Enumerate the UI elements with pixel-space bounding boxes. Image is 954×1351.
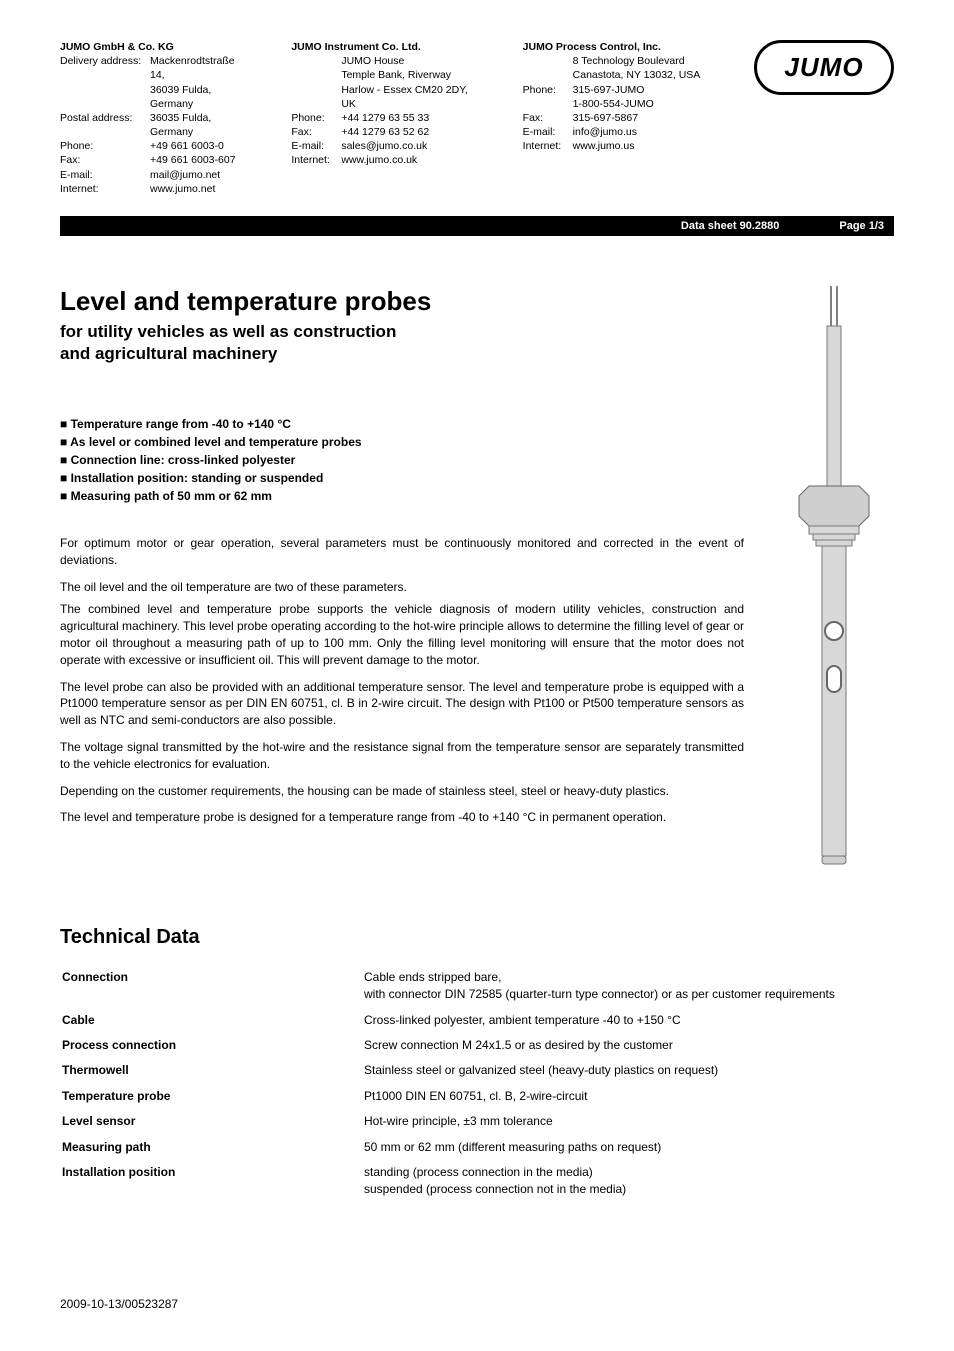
probe-illustration: [774, 286, 894, 866]
datasheet-number: Data sheet 90.2880: [681, 220, 779, 232]
feature-item: Temperature range from -40 to +140 °C: [60, 415, 744, 433]
company-block-uk: JUMO Instrument Co. Ltd. JUMO House Temp…: [291, 40, 482, 196]
paragraph: The level and temperature probe is desig…: [60, 809, 744, 826]
table-row: ConnectionCable ends stripped bare, with…: [62, 969, 892, 1010]
company-name: JUMO Process Control, Inc.: [523, 40, 714, 54]
technical-data-heading: Technical Data: [60, 926, 894, 949]
document-footer: 2009-10-13/00523287: [60, 1297, 178, 1311]
description-text: For optimum motor or gear operation, sev…: [60, 535, 744, 826]
table-row: Level sensorHot-wire principle, ±3 mm to…: [62, 1113, 892, 1136]
company-name: JUMO GmbH & Co. KG: [60, 40, 251, 54]
title-bar: Data sheet 90.2880 Page 1/3: [60, 216, 894, 236]
table-row: Measuring path50 mm or 62 mm (different …: [62, 1139, 892, 1162]
feature-list: Temperature range from -40 to +140 °C As…: [60, 415, 744, 505]
table-row: Process connectionScrew connection M 24x…: [62, 1037, 892, 1060]
page-title: Level and temperature probes: [60, 286, 744, 317]
paragraph: The oil level and the oil temperature ar…: [60, 579, 744, 596]
technical-data-table: ConnectionCable ends stripped bare, with…: [60, 967, 894, 1207]
paragraph: The voltage signal transmitted by the ho…: [60, 739, 744, 773]
table-row: ThermowellStainless steel or galvanized …: [62, 1062, 892, 1085]
feature-item: Measuring path of 50 mm or 62 mm: [60, 487, 744, 505]
feature-item: Installation position: standing or suspe…: [60, 469, 744, 487]
page-number: Page 1/3: [839, 220, 884, 232]
paragraph: Depending on the customer requirements, …: [60, 783, 744, 800]
paragraph: The combined level and temperature probe…: [60, 601, 744, 668]
table-row: Temperature probePt1000 DIN EN 60751, cl…: [62, 1088, 892, 1111]
paragraph: For optimum motor or gear operation, sev…: [60, 535, 744, 569]
feature-item: Connection line: cross-linked polyester: [60, 451, 744, 469]
feature-item: As level or combined level and temperatu…: [60, 433, 744, 451]
jumo-logo: JUMO: [754, 40, 894, 196]
company-name: JUMO Instrument Co. Ltd.: [291, 40, 482, 54]
document-header: JUMO GmbH & Co. KG Delivery address:Mack…: [60, 40, 894, 196]
table-row: CableCross-linked polyester, ambient tem…: [62, 1012, 892, 1035]
company-block-us: JUMO Process Control, Inc. 8 Technology …: [523, 40, 714, 196]
company-block-de: JUMO GmbH & Co. KG Delivery address:Mack…: [60, 40, 251, 196]
page-subtitle: for utility vehicles as well as construc…: [60, 321, 744, 365]
paragraph: The level probe can also be provided wit…: [60, 679, 744, 729]
table-row: Installation positionstanding (process c…: [62, 1164, 892, 1205]
